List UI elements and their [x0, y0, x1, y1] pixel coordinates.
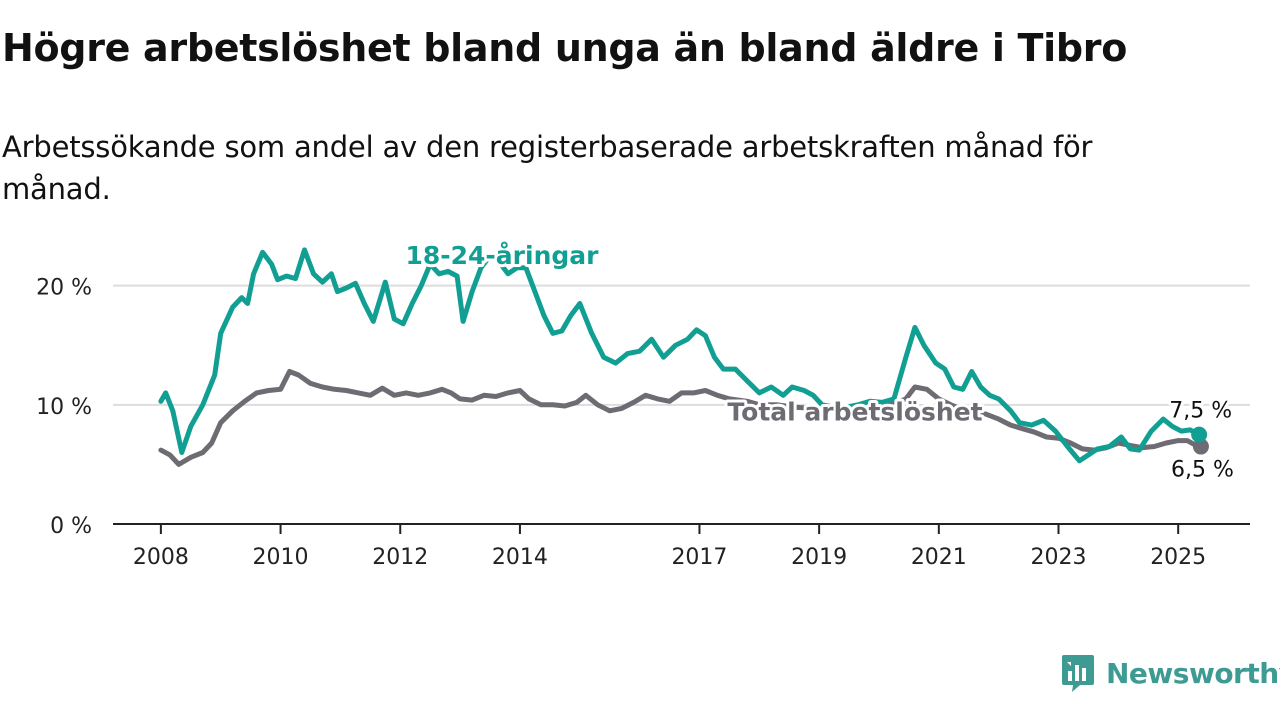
youth-series-name: 18-24-åringar: [405, 241, 599, 270]
chart-subtitle: Arbetssökande som andel av den registerb…: [2, 130, 1093, 206]
x-tick-label: 2017: [671, 545, 727, 570]
x-tick-label: 2021: [911, 545, 967, 570]
grid-lines: [113, 284, 1250, 406]
youth-series-line: [158, 247, 1202, 464]
y-tick-label: 10 %: [36, 395, 92, 420]
x-tick-label: 2025: [1150, 545, 1206, 570]
newsworthy-logo: Newsworthy: [1060, 652, 1280, 694]
total-end-marker: [1192, 438, 1209, 455]
x-axis-tick-labels: 2008 2010 2012 2014 2017 2019 2021 2023 2025: [133, 545, 1206, 570]
total-series-name: Total arbetslöshet: [727, 397, 982, 426]
brand-name: Newsworthy: [1106, 656, 1280, 690]
y-axis-tick-labels: 0 % 10 % 20 %: [36, 276, 92, 539]
unemployment-line-chart: 0 % 10 % 20 % 2008 2010 2012 2014 2017 2019 2021…: [36, 238, 1250, 570]
chart-title: Högre arbetslöshet bland unga än bland ä…: [2, 26, 1128, 70]
series-lines: [158, 247, 1204, 467]
x-tick-label: 2012: [372, 545, 428, 570]
y-tick-label: 20 %: [36, 276, 92, 301]
newsworthy-logo-icon: [1062, 655, 1094, 692]
youth-end-value: 7,5 %: [1169, 399, 1232, 424]
series-labels: 18-24-åringar Total arbetslöshet 7,5 % 6,5 …: [402, 238, 1236, 485]
x-tick-label: 2010: [253, 545, 309, 570]
x-tick-label: 2014: [492, 545, 548, 570]
y-tick-label: 0 %: [50, 514, 92, 539]
total-series-line: [158, 369, 1204, 467]
x-tick-label: 2008: [133, 545, 189, 570]
youth-end-marker: [1191, 426, 1208, 443]
x-tick-label: 2019: [791, 545, 847, 570]
total-end-value: 6,5 %: [1171, 458, 1234, 483]
x-tick-label: 2023: [1031, 545, 1087, 570]
x-axis: [113, 523, 1250, 534]
